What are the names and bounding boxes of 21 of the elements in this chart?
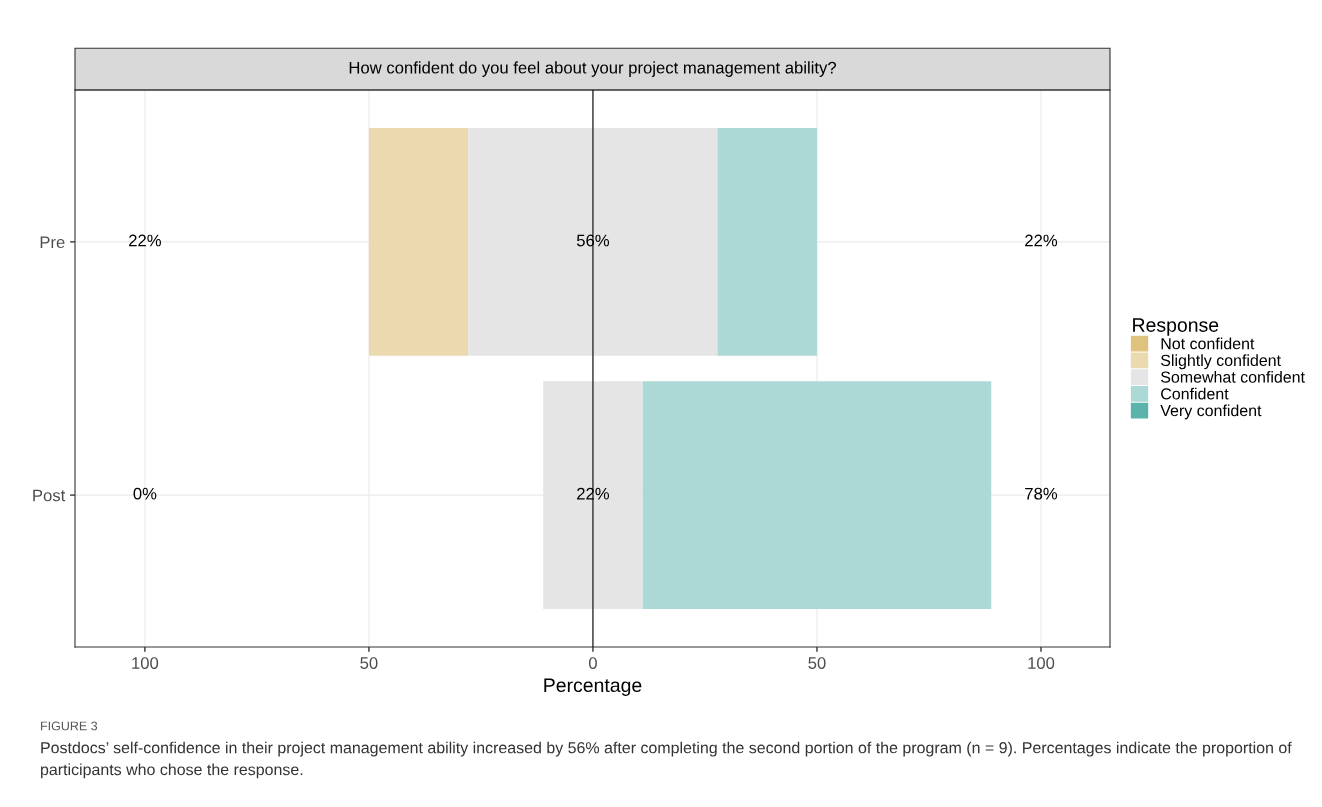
legend-label: Confident	[1161, 387, 1229, 400]
x-tick-label: 100	[132, 657, 159, 669]
chart-title: How confident do you feel about your project management ability?	[349, 61, 837, 77]
annotation: 0%	[133, 487, 157, 500]
legend-label: Very confident	[1160, 404, 1262, 420]
x-tick-label: 100	[1028, 657, 1055, 669]
x-axis-title: Percentage	[544, 678, 642, 696]
x-tick-label: 50	[808, 657, 826, 669]
annotation: 78%	[1025, 487, 1058, 500]
legend-label: Not confident	[1161, 337, 1255, 350]
x-tick-label: 50	[360, 657, 378, 669]
x-tick-label: 0	[588, 657, 597, 669]
annotation: 22%	[1025, 234, 1058, 247]
legend-label: Slightly confident	[1161, 354, 1281, 370]
legend-label: Somewhat confident	[1161, 371, 1305, 383]
caption: FIGURE 3	[41, 721, 98, 731]
legend-title: Response	[1133, 318, 1219, 336]
y-tick-label: Pre	[40, 236, 65, 249]
y-tick-label: Post	[33, 489, 66, 502]
annotation: 22%	[129, 234, 161, 247]
text: Postdocs’ self-confidence in their project management ability increased by 56% after completing the second portion of the program (n = 9). Percentages indicate the proportion of participants who chose the response.	[41, 741, 1292, 779]
